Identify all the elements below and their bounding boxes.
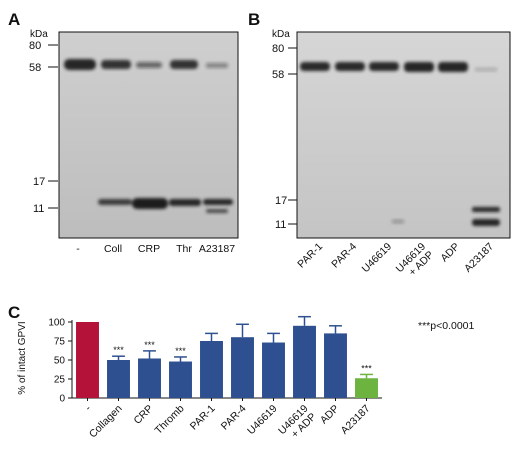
band-a-lane2-frag xyxy=(98,199,132,205)
bar xyxy=(200,341,223,398)
band-b-lane4-full xyxy=(404,62,434,72)
blot-b-lane-label: U46619 xyxy=(360,241,395,276)
y-tick-label: 0 xyxy=(59,394,65,405)
x-tick-label: PAR-1 xyxy=(188,403,218,433)
blot-b-lane-label: U46619+ ADP xyxy=(394,241,437,284)
band-b-lane1-full xyxy=(300,62,330,71)
band-a-lane1-full xyxy=(64,59,96,70)
blot-b-lane-label: A23187 xyxy=(462,241,496,275)
bar xyxy=(355,378,378,398)
significance-mark: *** xyxy=(361,363,372,373)
bar xyxy=(324,333,347,398)
blot-b-lane-label: PAR-4 xyxy=(329,241,359,271)
band-b-lane6-frag1 xyxy=(472,207,500,212)
blot-b-marker-58: 58 xyxy=(272,69,284,81)
bar xyxy=(138,358,161,398)
band-b-lane6-frag2 xyxy=(472,219,500,226)
band-a-lane4-full xyxy=(170,60,198,69)
band-a-lane4-frag xyxy=(169,199,201,206)
blot-a-lane-label: - xyxy=(76,243,80,255)
band-b-lane3-full xyxy=(369,62,399,71)
panel-c-letter: C xyxy=(8,303,20,322)
blot-a-marker-80: 80 xyxy=(29,40,41,52)
band-a-lane2-full xyxy=(101,60,131,69)
significance-mark: *** xyxy=(175,346,186,356)
bar xyxy=(169,361,192,398)
x-tick-label: U46619+ ADP xyxy=(276,403,319,446)
panel-c-pvalue-note: ***p<0.0001 xyxy=(418,320,475,332)
band-b-lane3-frag xyxy=(392,220,404,223)
x-tick-label: A23187 xyxy=(339,403,373,437)
blot-b-bands xyxy=(300,62,500,226)
panel-b-letter: B xyxy=(248,10,260,29)
y-tick-label: 50 xyxy=(54,356,66,367)
significance-mark: *** xyxy=(113,345,124,355)
panel-b: B kDa 80 58 17 11 PAR-1 PAR-4 U46619 U46619… xyxy=(248,10,511,284)
blot-a-marker-labels: 80 58 17 11 xyxy=(29,40,58,215)
bar xyxy=(262,342,285,398)
x-tick-label: U46619 xyxy=(245,403,280,438)
blot-b xyxy=(296,31,511,239)
band-a-lane3-full xyxy=(136,62,162,68)
blot-b-lane-label: ADP xyxy=(438,241,462,265)
bar xyxy=(231,337,254,398)
blot-a-marker-58: 58 xyxy=(29,62,41,74)
bar xyxy=(76,322,99,398)
blot-a-lane-label: CRP xyxy=(138,243,160,255)
blot-a-marker-17: 17 xyxy=(33,176,45,188)
panel-a-kda-unit: kDa xyxy=(30,29,48,40)
significance-mark: *** xyxy=(144,340,155,350)
panel-c-ylabel: % of intact GPVI xyxy=(17,321,28,394)
bar xyxy=(107,360,130,398)
panel-a: A kDa 80 58 17 11 - xyxy=(8,10,239,255)
band-a-lane5-frag xyxy=(203,199,233,205)
blot-a-lane-label: A23187 xyxy=(199,243,235,255)
blot-b-marker-11: 11 xyxy=(275,219,286,231)
blot-b-lane-label: PAR-1 xyxy=(295,241,325,271)
blot-a-bands xyxy=(64,59,233,213)
band-a-lane5-full xyxy=(206,63,228,68)
x-tick-label: PAR-4 xyxy=(219,403,249,433)
blot-b-marker-80: 80 xyxy=(272,43,284,55)
blot-b-lane-labels: PAR-1 PAR-4 U46619 U46619+ ADP ADP A23187 xyxy=(295,241,496,284)
x-tick-label: - xyxy=(83,402,94,413)
x-tick-label: Thromb xyxy=(153,403,187,437)
band-a-lane5-frag2 xyxy=(206,209,228,213)
panel-b-kda-unit: kDa xyxy=(272,29,290,40)
blot-a-lane-label: Thr xyxy=(176,243,192,255)
panel-a-letter: A xyxy=(8,10,20,29)
y-tick-label: 75 xyxy=(54,337,66,348)
x-tick-label: ADP xyxy=(318,403,342,427)
y-tick-label: 25 xyxy=(54,375,66,386)
bar xyxy=(293,325,316,398)
band-b-lane2-full xyxy=(335,62,365,71)
blot-b-marker-17: 17 xyxy=(275,195,287,207)
band-a-lane3-frag xyxy=(132,198,168,209)
x-tick-label: CRP xyxy=(131,403,155,427)
panel-c: C % of intact GPVI ***p<0.0001 0 25 50 75 10… xyxy=(8,303,475,446)
x-tick-label: Collagen xyxy=(87,403,125,441)
blot-a-marker-11: 11 xyxy=(33,203,44,215)
blot-a-lane-label: Coll xyxy=(104,243,122,255)
band-b-lane6-full xyxy=(475,68,497,71)
blot-a-lane-labels: - Coll CRP Thr A23187 xyxy=(76,243,235,255)
blot-b-marker-labels: 80 58 17 11 xyxy=(272,43,297,231)
y-tick-label: 100 xyxy=(48,318,65,329)
band-b-lane5-full xyxy=(438,62,468,72)
